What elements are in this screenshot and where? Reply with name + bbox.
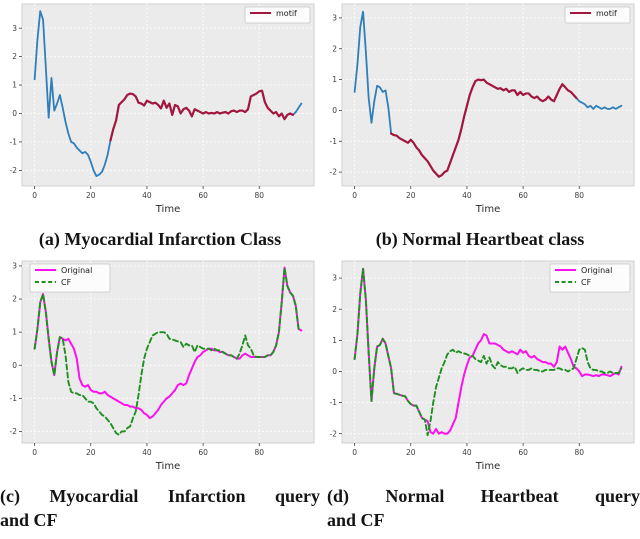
series-motif-line <box>390 78 578 178</box>
y-tick-label: 2 <box>12 294 17 303</box>
y-tick-label: 1 <box>332 336 337 345</box>
legend: Original CF <box>29 263 111 293</box>
legend-label-motif: motif <box>596 9 617 18</box>
y-tick-label: -2 <box>10 166 18 175</box>
legend: Original CF <box>549 263 631 293</box>
plot-a: 0 20 40 60 80 3 2 1 0 -1 -2 Time motif <box>10 3 315 215</box>
chart-d: 0 20 40 60 80 3 2 1 0 -1 -2 Time Original CF <box>320 257 640 481</box>
x-tick-label: 0 <box>32 448 37 457</box>
x-tick-label: 40 <box>142 448 152 457</box>
x-tick-label: 20 <box>86 191 96 200</box>
y-tick-label: 3 <box>12 261 17 270</box>
caption-c: (c) Myocardial Infarction query and CF <box>0 485 320 533</box>
caption-b-line-1: (b) Normal Heartbeat class <box>375 229 585 249</box>
y-tick-label: 0 <box>332 367 337 376</box>
subfigure-a: 0 20 40 60 80 3 2 1 0 -1 -2 Time motif (a) Myocardia… <box>0 0 320 257</box>
subfigure-c: 0 20 40 60 80 3 2 1 0 -1 -2 Time Original CF (c) Myoc… <box>0 257 320 538</box>
x-tick-label: 60 <box>518 448 528 457</box>
plot-d: 0 20 40 60 80 3 2 1 0 -1 -2 Time Original CF <box>330 260 635 472</box>
plot-b: 0 20 40 60 80 3 2 1 0 -1 -2 Time motif <box>330 3 635 215</box>
y-tick-label: 2 <box>12 52 17 61</box>
y-tick-label: 0 <box>332 106 337 115</box>
caption-d-line-2: and CF <box>327 509 385 530</box>
y-tick-label: -1 <box>10 394 18 403</box>
y-tick-label: 1 <box>332 75 337 84</box>
y-tick-label: 3 <box>332 273 337 282</box>
y-tick-label: 1 <box>12 81 17 90</box>
x-axis-label: Time <box>475 204 500 215</box>
y-tick-label: 2 <box>332 44 337 53</box>
x-tick-label: 60 <box>198 191 208 200</box>
chart-b: 0 20 40 60 80 3 2 1 0 -1 -2 Time motif <box>320 0 640 224</box>
chart-c: 0 20 40 60 80 3 2 1 0 -1 -2 Time Original CF <box>0 257 320 481</box>
subfigure-d: 0 20 40 60 80 3 2 1 0 -1 -2 Time Original CF (d) Norm… <box>320 257 640 538</box>
x-tick-label: 20 <box>86 448 96 457</box>
plot-area <box>21 3 315 187</box>
x-tick-label: 80 <box>254 448 264 457</box>
series-cf-line <box>353 267 623 436</box>
x-tick-label: 80 <box>574 448 584 457</box>
x-tick-label: 40 <box>142 191 152 200</box>
legend-label-original: Original <box>61 266 92 275</box>
x-tick-label: 40 <box>462 448 472 457</box>
x-tick-label: 60 <box>518 191 528 200</box>
y-tick-label: -2 <box>330 429 338 438</box>
series-motif-line <box>109 89 295 142</box>
caption-d-line-1: (d) Normal Heartbeat query <box>327 485 640 506</box>
x-tick-label: 80 <box>574 191 584 200</box>
x-tick-label: 0 <box>352 448 357 457</box>
y-tick-label: 3 <box>332 13 337 22</box>
plot-area <box>341 3 635 187</box>
y-tick-label: 1 <box>12 327 17 336</box>
caption-d: (d) Normal Heartbeat query and CF <box>320 485 640 533</box>
chart-a: 0 20 40 60 80 3 2 1 0 -1 -2 Time motif <box>0 0 320 224</box>
y-tick-label: -1 <box>10 138 18 147</box>
legend: motif <box>244 6 311 24</box>
x-axis-label: Time <box>155 204 180 215</box>
y-tick-label: -2 <box>330 168 338 177</box>
x-tick-label: 0 <box>352 191 357 200</box>
y-tick-label: 3 <box>12 24 17 33</box>
subfigure-b: 0 20 40 60 80 3 2 1 0 -1 -2 Time motif (b) Normal He… <box>320 0 640 257</box>
legend-box <box>244 6 311 24</box>
y-tick-label: 0 <box>12 109 17 118</box>
legend: motif <box>564 6 631 24</box>
legend-label-cf: CF <box>61 278 72 287</box>
caption-b: (b) Normal Heartbeat class <box>320 228 640 252</box>
y-tick-label: 2 <box>332 305 337 314</box>
caption-c-line-1: (c) Myocardial Infarction query <box>0 485 320 506</box>
y-tick-label: -1 <box>330 398 338 407</box>
x-tick-label: 80 <box>254 191 264 200</box>
legend-label-original: Original <box>581 266 612 275</box>
y-tick-label: -2 <box>10 427 18 436</box>
legend-box <box>564 6 631 24</box>
caption-a-line-1: (a) Myocardial Infarction Class <box>38 229 282 249</box>
legend-label-cf: CF <box>581 278 592 287</box>
x-tick-label: 20 <box>406 448 416 457</box>
x-axis-label: Time <box>155 461 180 472</box>
y-tick-label: 0 <box>12 361 17 370</box>
x-tick-label: 40 <box>462 191 472 200</box>
x-tick-label: 20 <box>406 191 416 200</box>
plot-c: 0 20 40 60 80 3 2 1 0 -1 -2 Time Original CF <box>10 260 315 472</box>
caption-a: (a) Myocardial Infarction Class <box>0 228 320 252</box>
y-tick-label: -1 <box>330 137 338 146</box>
legend-label-motif: motif <box>276 9 297 18</box>
x-axis-label: Time <box>475 461 500 472</box>
x-tick-label: 60 <box>198 448 208 457</box>
caption-c-line-2: and CF <box>0 509 58 530</box>
x-tick-label: 0 <box>32 191 37 200</box>
series-cf-line <box>33 266 303 436</box>
